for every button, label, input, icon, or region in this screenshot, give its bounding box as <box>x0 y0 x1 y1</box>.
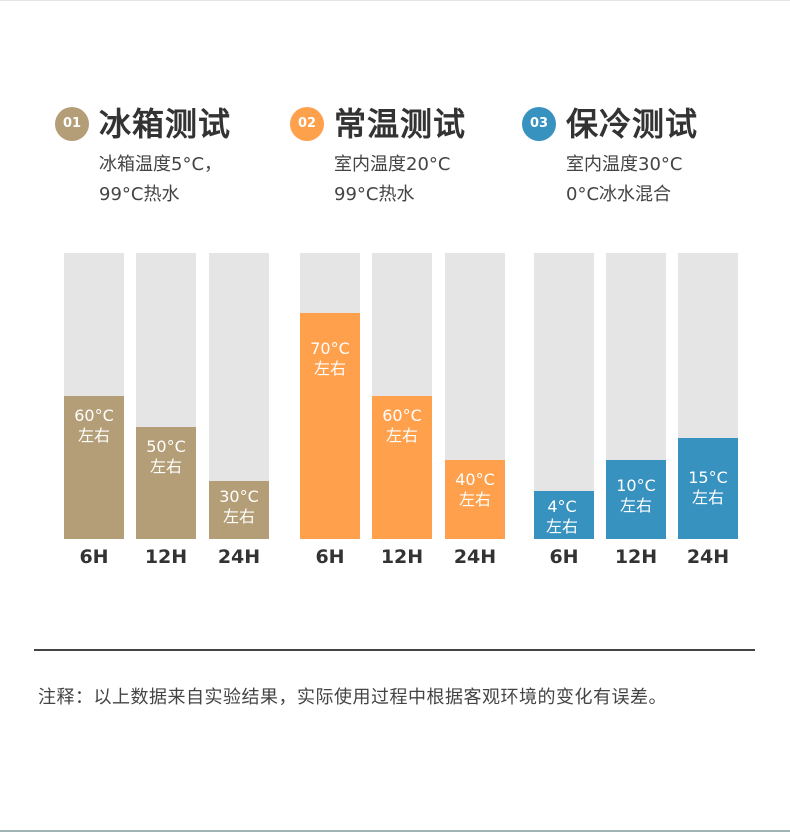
bar-fill: 60°C 左右 <box>372 396 432 539</box>
bar-fill: 60°C 左右 <box>64 396 124 539</box>
bar-track: 40°C 左右 <box>445 253 505 539</box>
bar-value-label: 10°C 左右 <box>616 476 656 515</box>
bar-track: 60°C 左右 <box>372 253 432 539</box>
bar-value-label: 70°C 左右 <box>310 339 350 378</box>
bar-track: 4°C 左右 <box>534 253 594 539</box>
bar-value-label: 50°C 左右 <box>146 437 186 476</box>
group-description: 室内温度30°C 0°C冰水混合 <box>566 150 682 210</box>
bar-fill: 70°C 左右 <box>300 313 360 539</box>
desc-line: 99°C热水 <box>334 184 415 205</box>
bar-value-label: 60°C 左右 <box>74 406 114 445</box>
x-axis-label: 24H <box>686 546 730 568</box>
x-axis-label: 12H <box>144 546 188 568</box>
desc-line: 0°C冰水混合 <box>566 184 672 205</box>
bar-value-label: 15°C 左右 <box>688 468 728 507</box>
bar-track: 15°C 左右 <box>678 253 738 539</box>
group-description: 室内温度20°C 99°C热水 <box>334 150 450 210</box>
bar-value-label: 60°C 左右 <box>382 406 422 445</box>
number-badge: 02 <box>290 107 324 141</box>
bar-track: 70°C 左右 <box>300 253 360 539</box>
top-edge-line <box>0 0 790 1</box>
bar-track: 10°C 左右 <box>606 253 666 539</box>
bar-fill: 4°C 左右 <box>534 491 594 539</box>
number-badge: 03 <box>522 107 556 141</box>
bar-fill: 50°C 左右 <box>136 427 196 539</box>
x-axis-label: 24H <box>217 546 261 568</box>
bar-value-label: 40°C 左右 <box>455 470 495 509</box>
bar-fill: 15°C 左右 <box>678 438 738 539</box>
desc-line: 室内温度30°C <box>566 154 683 175</box>
bar-track: 30°C 左右 <box>209 253 269 539</box>
bar-value-label: 4°C 左右 <box>545 497 578 536</box>
bar-fill: 40°C 左右 <box>445 460 505 539</box>
x-axis-label: 6H <box>549 546 579 568</box>
bottom-edge-line <box>0 830 790 832</box>
x-axis-label: 24H <box>453 546 497 568</box>
bar-fill: 10°C 左右 <box>606 460 666 539</box>
group-title: 保冷测试 <box>566 105 699 143</box>
desc-line: 室内温度20°C <box>334 154 451 175</box>
group-title: 常温测试 <box>334 105 467 143</box>
x-axis-label: 6H <box>79 546 109 568</box>
x-axis-label: 12H <box>614 546 658 568</box>
x-axis-label: 6H <box>315 546 345 568</box>
divider-line <box>34 649 755 651</box>
desc-line: 99°C热水 <box>99 184 180 205</box>
x-axis-label: 12H <box>380 546 424 568</box>
number-badge: 01 <box>55 107 89 141</box>
desc-line: 冰箱温度5°C， <box>99 154 223 175</box>
bar-fill: 30°C 左右 <box>209 481 269 539</box>
bar-track: 60°C 左右 <box>64 253 124 539</box>
bar-value-label: 30°C 左右 <box>219 487 259 526</box>
group-description: 冰箱温度5°C， 99°C热水 <box>99 150 222 210</box>
footnote: 注释：以上数据来自实验结果，实际使用过程中根据客观环境的变化有误差。 <box>38 687 667 708</box>
bar-track: 50°C 左右 <box>136 253 196 539</box>
group-title: 冰箱测试 <box>99 105 232 143</box>
